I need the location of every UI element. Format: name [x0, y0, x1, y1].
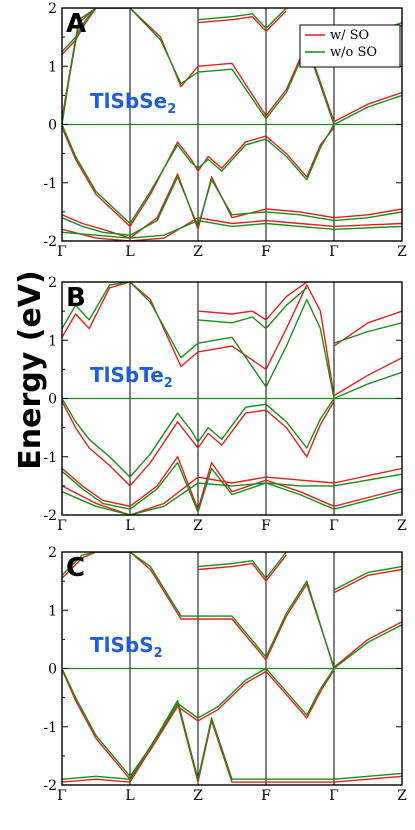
band-without-so [62, 398, 335, 478]
panel-letter: C [66, 553, 85, 583]
band-without-so [197, 8, 287, 30]
band-without-so [62, 473, 402, 515]
band-without-so [62, 8, 402, 126]
y-tick-label: 2 [48, 1, 57, 17]
legend-entry: w/ SO [330, 28, 369, 43]
x-tick-label: Z [397, 788, 407, 804]
x-tick-label: Γ [57, 518, 67, 534]
bands-b [62, 282, 402, 515]
y-tick-label: 1 [48, 59, 57, 75]
band-without-so [62, 699, 402, 780]
x-tick-label: Γ [329, 518, 339, 534]
x-tick-label: Γ [329, 788, 339, 804]
x-tick-label: Γ [57, 788, 67, 804]
material-subscript: 2 [167, 102, 176, 117]
y-tick-label: -2 [43, 234, 57, 250]
material-label: TlSbS2 [90, 633, 163, 661]
band-without-so [62, 667, 335, 777]
material-formula: TlSbSe [90, 89, 167, 113]
x-tick-label: Γ [57, 244, 67, 260]
band-with-so [62, 702, 402, 783]
band-without-so [62, 124, 335, 225]
band-with-so [62, 456, 402, 510]
band-with-so [197, 282, 308, 321]
material-subscript: 2 [154, 646, 163, 661]
y-tick-label: 1 [48, 333, 57, 349]
band-without-so [62, 552, 402, 670]
y-tick-label: -2 [43, 778, 57, 794]
panel-letter: A [66, 9, 86, 39]
legend: w/ SO w/o SO [299, 24, 401, 68]
x-tick-label: Z [193, 788, 203, 804]
band-without-so [333, 565, 402, 591]
band-with-so [62, 467, 402, 515]
x-tick-label: F [261, 244, 271, 260]
material-label: TlSbSe2 [90, 89, 176, 117]
panel-letter: B [66, 283, 86, 313]
band-without-so [333, 322, 402, 344]
y-tick-label: 0 [48, 662, 57, 678]
legend-box [299, 24, 401, 68]
band-without-so [62, 219, 402, 239]
band-with-so [197, 554, 287, 582]
y-tick-label: 2 [48, 545, 57, 561]
x-tick-label: L [125, 788, 134, 804]
y-tick-label: 0 [48, 392, 57, 408]
x-tick-label: F [261, 788, 271, 804]
y-tick-label: 2 [48, 275, 57, 291]
band-with-so [197, 10, 287, 32]
x-tick-label: Z [193, 518, 203, 534]
x-tick-label: L [125, 244, 134, 260]
band-with-so [62, 669, 335, 780]
material-formula: TlSbS [90, 633, 154, 657]
band-without-so [197, 552, 287, 579]
x-tick-label: Z [397, 518, 407, 534]
y-tick-label: -1 [43, 450, 57, 466]
x-tick-label: L [125, 518, 134, 534]
y-tick-label: 0 [48, 118, 57, 134]
band-without-so [62, 282, 402, 400]
y-tick-label: -1 [43, 720, 57, 736]
y-axis-label: Energy (eV) [13, 270, 48, 469]
legend-entry: w/o SO [330, 45, 377, 60]
band-with-so [62, 8, 97, 56]
band-with-so [62, 282, 402, 397]
band-without-so [197, 287, 308, 330]
y-tick-label: 1 [48, 603, 57, 619]
material-label: TlSbTe2 [90, 363, 173, 391]
x-tick-label: Z [193, 244, 203, 260]
band-without-so [62, 176, 402, 236]
bands-c [62, 552, 402, 783]
band-with-so [333, 568, 402, 594]
material-formula: TlSbTe [90, 363, 164, 387]
band-with-so [62, 8, 402, 123]
x-tick-label: Z [397, 244, 407, 260]
band-with-so [62, 401, 335, 487]
y-tick-label: -2 [43, 508, 57, 524]
band-without-so [62, 461, 402, 513]
x-tick-label: Γ [329, 244, 339, 260]
band-with-so [333, 310, 402, 347]
x-tick-label: F [261, 518, 271, 534]
material-subscript: 2 [164, 376, 173, 391]
y-tick-label: -1 [43, 176, 57, 192]
band-with-so [62, 217, 402, 241]
band-without-so [62, 8, 97, 53]
